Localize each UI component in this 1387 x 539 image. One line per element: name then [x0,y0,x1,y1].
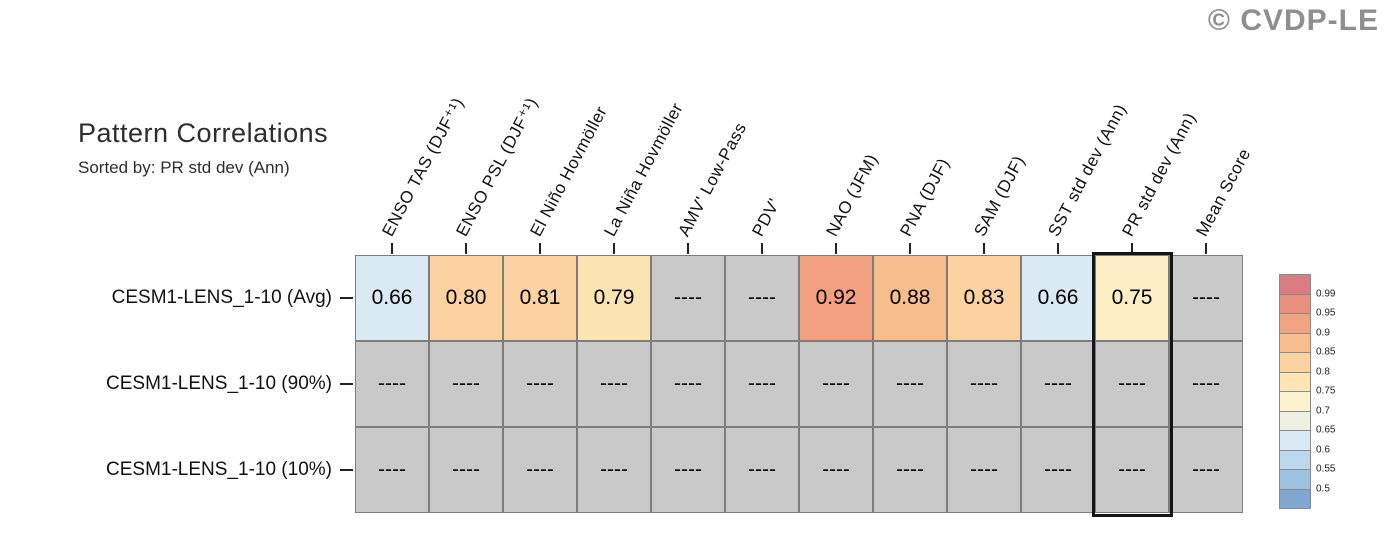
column-label: Mean Score [1192,145,1255,240]
chart-title: Pattern Correlations [78,118,329,148]
heatmap-cell: ---- [577,427,651,513]
column-label: SAM (DJF) [970,152,1029,240]
heatmap-cell: ---- [725,255,799,341]
colorbar-label: 0.55 [1316,463,1336,475]
heatmap-cell: ---- [1169,255,1243,341]
column-label: NAO (JFM) [822,150,882,240]
heatmap-cell: ---- [1021,427,1095,513]
colorbar-label: 0.99 [1316,288,1336,299]
row-label: CESM1-LENS_1-10 (10%) [106,459,332,480]
colorbar-box [1279,274,1311,295]
colorbar-box [1279,313,1311,334]
colorbar-box [1279,332,1311,353]
row-tick [340,469,353,471]
heatmap-cell: ---- [947,341,1021,427]
heatmap-cell: ---- [725,427,799,513]
heatmap-cell: ---- [429,341,503,427]
heatmap-cell: ---- [1095,341,1169,427]
column-tick [1205,243,1207,254]
column-label: PR std dev (Ann) [1118,109,1200,240]
heatmap-cell: ---- [1095,427,1169,513]
colorbar-box [1279,352,1311,373]
heatmap-cell: ---- [651,427,725,513]
column-label: ENSO TAS (DJF⁺¹) [378,94,468,240]
heatmap-cell: 0.81 [503,255,577,341]
heatmap-cell: ---- [503,427,577,513]
heatmap-cell: ---- [355,427,429,513]
colorbar-box [1279,293,1311,314]
heatmap-cell: ---- [577,341,651,427]
column-label: La Niña Hovmöller [600,99,687,240]
row-tick [340,297,353,299]
colorbar-label: 0.8 [1316,366,1330,377]
column-tick [835,243,837,254]
colorbar-box [1279,371,1311,392]
heatmap-cell: ---- [725,341,799,427]
colorbar-box [1279,488,1311,509]
heatmap-grid: 0.66 0.80 0.81 0.79 ---- ---- 0.92 0.88 0.83 0.66… [355,255,1243,513]
colorbar-box [1279,449,1311,470]
heatmap-cell: 0.80 [429,255,503,341]
cvdp-watermark: © CVDP-LE [1207,4,1379,37]
column-tick [1131,243,1133,254]
column-label: AMV' Low-Pass [674,119,751,240]
colorbar-label: 0.95 [1316,307,1336,319]
row-tick [340,383,353,385]
colorbar-box [1279,469,1311,490]
heatmap-cell: 0.88 [873,255,947,341]
heatmap-cell: ---- [947,427,1021,513]
row-label: CESM1-LENS_1-10 (Avg) [111,287,332,308]
heatmap-cell: ---- [355,341,429,427]
heatmap-cell: ---- [873,341,947,427]
column-tick [391,243,393,254]
colorbar-label: 0.7 [1316,405,1330,416]
heatmap-cell: ---- [873,427,947,513]
heatmap-cell: ---- [651,341,725,427]
chart-subtitle: Sorted by: PR std dev (Ann) [78,158,290,177]
colorbar-box [1279,410,1311,431]
heatmap-cell: ---- [429,427,503,513]
heatmap-cell: 0.66 [355,255,429,341]
column-label: PNA (DJF) [896,154,954,240]
heatmap-cell: ---- [651,255,725,341]
colorbar-box [1279,430,1311,451]
column-tick [909,243,911,254]
colorbar-box [1279,391,1311,412]
heatmap-cell: 0.92 [799,255,873,341]
heatmap-cell: ---- [1169,427,1243,513]
heatmap-cell: ---- [503,341,577,427]
column-tick [761,243,763,254]
heatmap-cell: ---- [799,427,873,513]
column-tick [465,243,467,254]
heatmap-cell: 0.83 [947,255,1021,341]
heatmap-cell: 0.75 [1095,255,1169,341]
column-tick [687,243,689,254]
heatmap-cell: 0.79 [577,255,651,341]
row-label: CESM1-LENS_1-10 (90%) [106,373,332,394]
column-label: El Niño Hovmöller [526,102,611,240]
column-tick [539,243,541,254]
heatmap-cell: ---- [799,341,873,427]
colorbar-label: 0.5 [1316,483,1330,494]
colorbar-label: 0.9 [1316,327,1330,338]
colorbar-label: 0.6 [1316,444,1330,455]
colorbar-label: 0.75 [1316,385,1336,397]
column-label: SST std dev (Ann) [1044,100,1131,240]
heatmap-cell: ---- [1021,341,1095,427]
heatmap-cell: 0.66 [1021,255,1095,341]
column-tick [1057,243,1059,254]
column-tick [983,243,985,254]
colorbar-label: 0.85 [1316,346,1336,358]
column-tick [613,243,615,254]
colorbar-label: 0.65 [1316,424,1336,436]
column-label: ENSO PSL (DJF⁺¹) [452,94,542,240]
column-label: PDV' [748,195,784,240]
heatmap-cell: ---- [1169,341,1243,427]
